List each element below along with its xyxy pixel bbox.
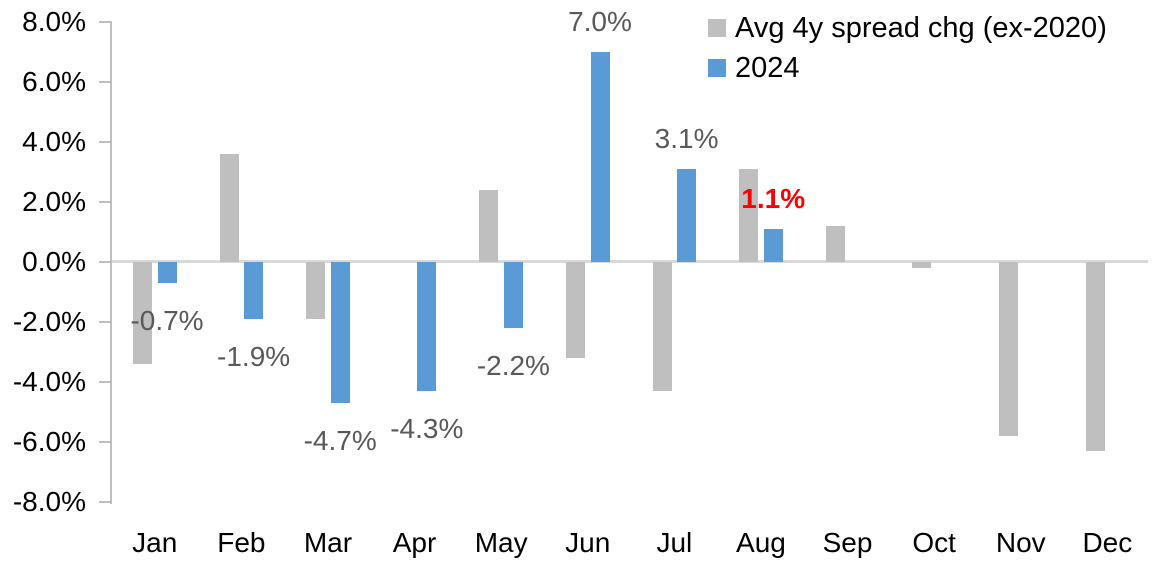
blue-bar-aug — [763, 229, 783, 262]
data-label-may: -2.2% — [476, 350, 550, 381]
x-axis-label-sep: Sep — [822, 527, 873, 558]
y-axis-tick-label: 2.0% — [22, 186, 86, 217]
x-axis-label-aug: Aug — [736, 527, 786, 558]
y-axis-tick-mark — [99, 81, 112, 83]
y-axis-tick-label: 4.0% — [22, 126, 86, 157]
legend-item-2024: 2024 — [708, 48, 1107, 88]
blue-bar-apr — [417, 262, 437, 391]
gray-bar-dec — [1085, 262, 1105, 451]
data-label-aug: 1.1% — [741, 183, 806, 214]
x-axis-label-oct: Oct — [912, 527, 956, 558]
legend-label-avg-4y-spread: Avg 4y spread chg (ex-2020) — [735, 11, 1107, 44]
y-axis-tick-mark — [99, 441, 112, 443]
y-axis-tick-label: -4.0% — [12, 366, 86, 397]
gray-bar-may — [479, 190, 499, 262]
y-axis-tick-mark — [99, 501, 112, 503]
data-label-mar: -4.7% — [303, 425, 377, 456]
x-axis-label-mar: Mar — [303, 527, 353, 558]
chart-legend: Avg 4y spread chg (ex-2020) 2024 — [708, 8, 1107, 88]
x-axis-label-jul: Jul — [656, 527, 693, 558]
x-axis-label-feb: Feb — [217, 527, 266, 558]
x-axis-label-may: May — [474, 527, 528, 558]
y-axis-tick-label: -6.0% — [12, 426, 86, 457]
gray-bar-feb — [219, 154, 239, 262]
x-axis-label-jun: Jun — [565, 527, 611, 558]
data-label-jun: 7.0% — [568, 6, 632, 37]
data-label-feb: -1.9% — [217, 341, 291, 372]
legend-swatch-gray-icon — [708, 19, 726, 37]
blue-bar-mar — [330, 262, 350, 403]
gray-bar-jan — [133, 262, 152, 364]
blue-bar-may — [503, 262, 523, 328]
x-axis-label-apr: Apr — [392, 527, 437, 558]
x-axis-label-dec: Dec — [1082, 527, 1133, 558]
y-axis-tick-label: 0.0% — [22, 246, 86, 277]
y-axis-tick-mark — [99, 321, 112, 323]
y-axis-tick-label: 6.0% — [22, 66, 86, 97]
blue-bar-jan — [157, 262, 177, 283]
gray-bar-mar — [306, 262, 326, 319]
gray-bar-nov — [999, 262, 1018, 436]
legend-swatch-blue-icon — [708, 59, 726, 77]
blue-bar-jun — [590, 52, 610, 262]
data-label-apr: -4.3% — [390, 413, 464, 444]
y-axis-tick-mark — [99, 201, 112, 203]
y-axis-line — [110, 22, 112, 504]
gray-bar-oct — [912, 262, 932, 268]
y-axis-tick-label: -8.0% — [12, 486, 86, 517]
legend-item-avg-4y-spread: Avg 4y spread chg (ex-2020) — [708, 8, 1107, 48]
y-axis-tick-mark — [99, 381, 112, 383]
legend-label-2024: 2024 — [735, 51, 800, 84]
gray-bar-sep — [825, 226, 845, 262]
y-axis-tick-label: -2.0% — [12, 306, 86, 337]
gray-bar-jul — [652, 262, 672, 391]
blue-bar-jul — [677, 169, 697, 262]
data-label-jul: 3.1% — [654, 123, 719, 154]
y-axis-tick-mark — [99, 141, 112, 143]
data-label-jan: -0.7% — [130, 305, 204, 336]
y-axis-tick-mark — [99, 21, 112, 23]
gray-bar-jun — [566, 262, 585, 358]
y-axis-tick-mark — [99, 261, 112, 263]
blue-bar-feb — [244, 262, 264, 319]
y-axis-tick-label: 8.0% — [22, 6, 86, 37]
zero-baseline — [112, 260, 1148, 263]
x-axis-label-nov: Nov — [995, 527, 1046, 558]
gray-bar-aug — [739, 169, 759, 262]
x-axis-label-jan: Jan — [132, 527, 178, 558]
